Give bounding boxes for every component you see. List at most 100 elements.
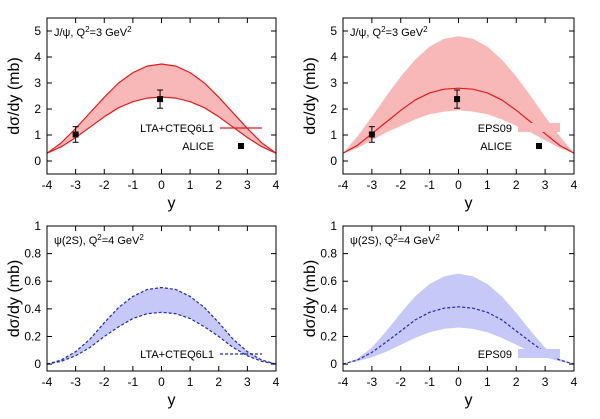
annotation-superscript: 2 (423, 25, 428, 34)
x-tick-label: -2 (395, 375, 406, 389)
x-tick-label: 3 (244, 178, 251, 192)
data-point (454, 96, 461, 103)
annotation-text: J/ψ, Q (54, 27, 86, 39)
x-tick-label: -3 (367, 375, 378, 389)
x-tick-label: -2 (99, 178, 110, 192)
y-tick-label: 1 (330, 219, 337, 233)
x-tick-label: 4 (571, 375, 578, 389)
x-tick-label: 0 (455, 375, 462, 389)
x-tick-label: -4 (338, 178, 349, 192)
band-fill (47, 287, 276, 365)
x-tick-label: -4 (42, 375, 53, 389)
y-axis-label: dσ/dy (mb) (302, 260, 319, 337)
annotation-superscript: 2 (381, 25, 386, 34)
legend-label-points: ALICE (182, 141, 214, 153)
y-axis-label: dσ/dy (mb) (6, 57, 23, 134)
y-tick-label: 3 (330, 76, 337, 90)
x-tick-label: -1 (128, 178, 139, 192)
y-tick-label: 0.8 (24, 247, 41, 261)
legend-swatch-points (536, 143, 542, 149)
annotation-superscript: 2 (139, 233, 144, 242)
legend-label-band: EPS09 (478, 123, 512, 135)
x-axis-label: y (465, 392, 473, 409)
x-tick-label: 4 (273, 178, 280, 192)
x-tick-label: 1 (187, 178, 194, 192)
data-point (72, 131, 79, 138)
x-tick-label: 4 (571, 178, 578, 192)
x-tick-label: 2 (513, 178, 520, 192)
x-tick-label: 1 (484, 178, 491, 192)
x-axis-label: y (465, 195, 473, 212)
x-tick-label: 2 (215, 375, 222, 389)
annotation-text: J/ψ, Q (350, 27, 382, 39)
x-tick-label: -4 (338, 375, 349, 389)
annotation-text: =3 GeV (90, 27, 128, 39)
y-tick-label: 0.6 (320, 274, 337, 288)
data-point (157, 96, 164, 103)
band-fill (47, 64, 276, 154)
x-axis-label: y (168, 195, 176, 212)
x-tick-label: -1 (128, 375, 139, 389)
y-tick-label: 5 (34, 24, 41, 38)
y-tick-label: 2 (34, 102, 41, 116)
panel-annotation: ψ(2S), Q2=4 GeV2 (350, 233, 440, 247)
data-point (368, 131, 375, 138)
x-tick-label: 4 (273, 375, 280, 389)
band-fill (343, 36, 574, 154)
y-tick-label: 0 (330, 357, 337, 371)
y-tick-label: 0.4 (320, 302, 337, 316)
x-tick-label: -1 (424, 178, 435, 192)
annotation-superscript: 2 (85, 25, 90, 34)
annotation-superscript: 2 (127, 25, 132, 34)
y-tick-label: 0.2 (320, 329, 337, 343)
y-tick-label: 4 (330, 50, 337, 64)
annotation-text: =4 GeV (102, 235, 140, 247)
annotation-superscript: 2 (97, 233, 102, 242)
band-edge-lower (46, 311, 277, 365)
y-tick-label: 0.8 (320, 247, 337, 261)
annotation-text: =3 GeV (386, 27, 424, 39)
x-tick-label: -4 (42, 178, 53, 192)
band-edge-upper (46, 63, 277, 154)
x-tick-label: 0 (455, 178, 462, 192)
panel-annotation: J/ψ, Q2=3 GeV2 (350, 25, 428, 39)
y-tick-label: 0 (34, 154, 41, 168)
panel-annotation: J/ψ, Q2=3 GeV2 (54, 25, 132, 39)
x-tick-label: -3 (367, 178, 378, 192)
panel-annotation: ψ(2S), Q2=4 GeV2 (54, 233, 144, 247)
x-tick-label: 2 (215, 178, 222, 192)
legend-label-band: LTA+CTEQ6L1 (140, 123, 214, 135)
y-tick-label: 5 (330, 24, 337, 38)
legend-label-points: ALICE (480, 141, 512, 153)
legend-swatch-band (518, 123, 560, 132)
annotation-superscript: 2 (393, 233, 398, 242)
y-tick-label: 3 (34, 76, 41, 90)
x-tick-label: -2 (99, 375, 110, 389)
y-tick-label: 4 (34, 50, 41, 64)
y-tick-label: 2 (330, 102, 337, 116)
x-tick-label: 1 (484, 375, 491, 389)
y-tick-label: 1 (34, 128, 41, 142)
y-tick-label: 1 (330, 128, 337, 142)
x-tick-label: 1 (187, 375, 194, 389)
band-fill (343, 273, 574, 365)
y-tick-label: 1 (34, 219, 41, 233)
x-tick-label: 0 (158, 375, 165, 389)
x-tick-label: -2 (395, 178, 406, 192)
legend-label-band: EPS09 (478, 349, 512, 361)
band-edge-upper (46, 286, 277, 365)
legend-swatch-points (238, 143, 244, 149)
legend-swatch-band (518, 349, 560, 358)
y-axis-label: dσ/dy (mb) (6, 260, 23, 337)
x-axis-label: y (168, 392, 176, 409)
x-tick-label: -1 (424, 375, 435, 389)
central-curve (342, 306, 575, 365)
annotation-text: =4 GeV (398, 235, 436, 247)
x-tick-label: 3 (244, 375, 251, 389)
legend-label-band: LTA+CTEQ6L1 (140, 349, 214, 361)
annotation-text: ψ(2S), Q (54, 235, 98, 247)
annotation-text: ψ(2S), Q (350, 235, 394, 247)
